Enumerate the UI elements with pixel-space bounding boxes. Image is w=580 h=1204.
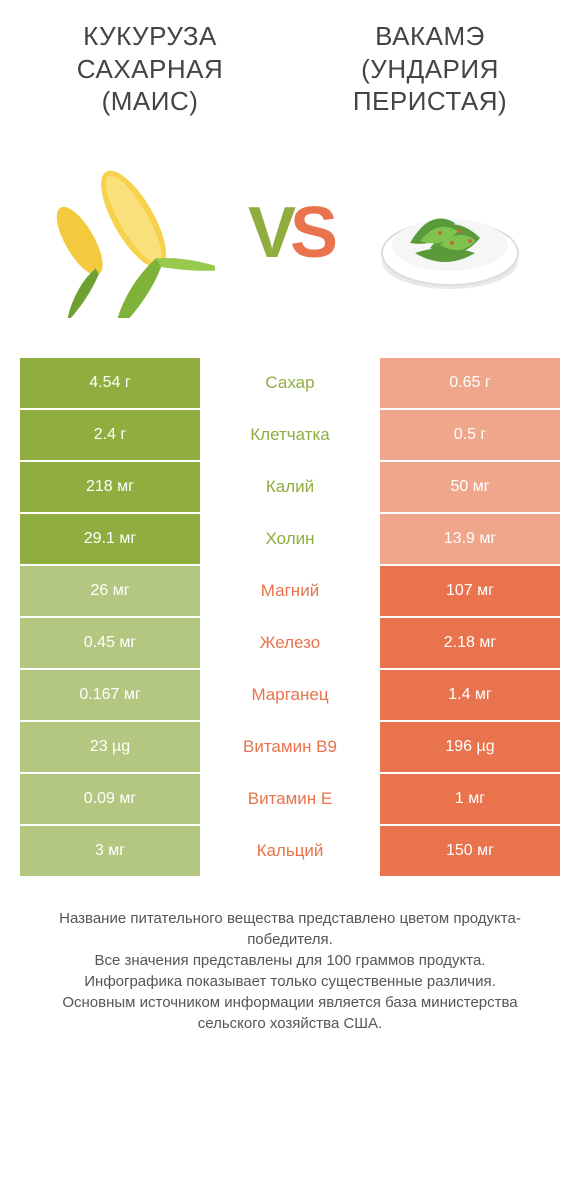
title-line: КУКУРУЗА xyxy=(83,21,217,51)
left-value-cell: 4.54 г xyxy=(20,358,200,408)
table-row: 0.09 мгВитамин E1 мг xyxy=(20,774,560,826)
left-value-cell: 218 мг xyxy=(20,462,200,512)
nutrient-name-cell: Сахар xyxy=(200,358,380,408)
right-value-cell: 1 мг xyxy=(380,774,560,824)
title-line: САХАРНАЯ xyxy=(77,54,223,84)
right-product-title: ВАКАМЭ (УНДАРИЯ ПЕРИСТАЯ) xyxy=(310,20,550,118)
nutrient-name-cell: Калий xyxy=(200,462,380,512)
table-row: 26 мгМагний107 мг xyxy=(20,566,560,618)
footer-notes: Название питательного вещества представл… xyxy=(0,878,580,1034)
left-value-cell: 0.45 мг xyxy=(20,618,200,668)
right-value-cell: 196 µg xyxy=(380,722,560,772)
right-value-cell: 107 мг xyxy=(380,566,560,616)
vs-s: S xyxy=(290,193,332,273)
nutrient-name-cell: Марганец xyxy=(200,670,380,720)
right-value-cell: 1.4 мг xyxy=(380,670,560,720)
table-row: 3 мгКальций150 мг xyxy=(20,826,560,878)
wakame-image xyxy=(360,143,540,323)
table-row: 0.167 мгМарганец1.4 мг xyxy=(20,670,560,722)
right-value-cell: 13.9 мг xyxy=(380,514,560,564)
table-row: 23 µgВитамин B9196 µg xyxy=(20,722,560,774)
left-value-cell: 0.167 мг xyxy=(20,670,200,720)
title-line: ПЕРИСТАЯ) xyxy=(353,86,507,116)
right-value-cell: 150 мг xyxy=(380,826,560,876)
left-value-cell: 23 µg xyxy=(20,722,200,772)
nutrient-name-cell: Витамин B9 xyxy=(200,722,380,772)
right-value-cell: 50 мг xyxy=(380,462,560,512)
right-value-cell: 0.65 г xyxy=(380,358,560,408)
nutrient-name-cell: Железо xyxy=(200,618,380,668)
left-value-cell: 29.1 мг xyxy=(20,514,200,564)
corn-image xyxy=(40,143,220,323)
left-value-cell: 0.09 мг xyxy=(20,774,200,824)
footer-line: Основным источником информации является … xyxy=(30,992,550,1034)
table-row: 4.54 гСахар0.65 г xyxy=(20,358,560,410)
title-line: (УНДАРИЯ xyxy=(361,54,499,84)
nutrient-name-cell: Магний xyxy=(200,566,380,616)
footer-line: Все значения представлены для 100 граммо… xyxy=(30,950,550,971)
right-value-cell: 2.18 мг xyxy=(380,618,560,668)
left-value-cell: 3 мг xyxy=(20,826,200,876)
nutrient-name-cell: Витамин E xyxy=(200,774,380,824)
left-value-cell: 26 мг xyxy=(20,566,200,616)
table-row: 218 мгКалий50 мг xyxy=(20,462,560,514)
left-product-title: КУКУРУЗА САХАРНАЯ (МАИС) xyxy=(30,20,270,118)
nutrient-name-cell: Холин xyxy=(200,514,380,564)
table-row: 2.4 гКлетчатка0.5 г xyxy=(20,410,560,462)
table-row: 0.45 мгЖелезо2.18 мг xyxy=(20,618,560,670)
footer-line: Инфографика показывает только существенн… xyxy=(30,971,550,992)
nutrient-name-cell: Кальций xyxy=(200,826,380,876)
comparison-table: 4.54 гСахар0.65 г2.4 гКлетчатка0.5 г218 … xyxy=(20,358,560,878)
title-line: (МАИС) xyxy=(102,86,199,116)
left-value-cell: 2.4 г xyxy=(20,410,200,460)
product-images-row: VS xyxy=(0,128,580,358)
right-value-cell: 0.5 г xyxy=(380,410,560,460)
vs-label: VS xyxy=(248,192,332,274)
header: КУКУРУЗА САХАРНАЯ (МАИС) ВАКАМЭ (УНДАРИЯ… xyxy=(0,0,580,128)
vs-v: V xyxy=(248,193,290,273)
nutrient-name-cell: Клетчатка xyxy=(200,410,380,460)
title-line: ВАКАМЭ xyxy=(375,21,485,51)
footer-line: Название питательного вещества представл… xyxy=(30,908,550,950)
table-row: 29.1 мгХолин13.9 мг xyxy=(20,514,560,566)
